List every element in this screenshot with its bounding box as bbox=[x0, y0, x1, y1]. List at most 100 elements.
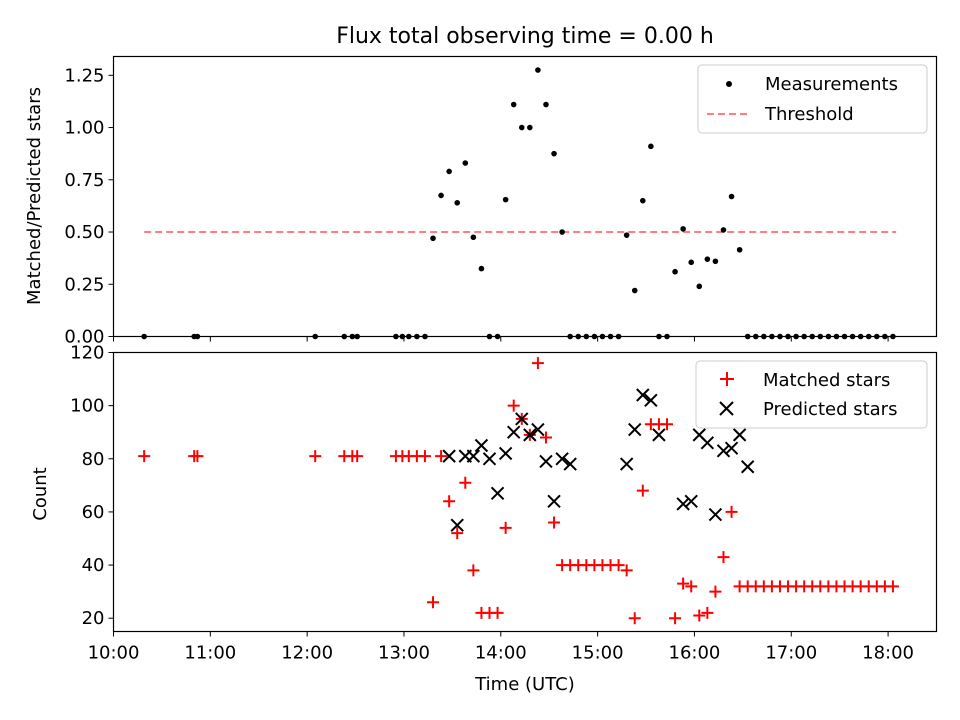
x-tick-label: 12:00 bbox=[281, 643, 333, 664]
top-y-tick-label: 0.75 bbox=[64, 170, 104, 191]
predicted-star-point bbox=[523, 428, 537, 442]
predicted-star-point bbox=[515, 412, 529, 426]
measurement-point bbox=[631, 287, 638, 294]
predicted-star-point bbox=[442, 449, 456, 463]
matched-star-point bbox=[709, 585, 722, 598]
measurement-point bbox=[704, 256, 711, 262]
predicted-star-point bbox=[555, 452, 569, 466]
matched-star-point bbox=[491, 606, 504, 619]
measurement-point bbox=[543, 101, 549, 108]
predicted-star-point bbox=[644, 393, 658, 408]
matched-star-point bbox=[612, 559, 625, 572]
legend-predicted-marker bbox=[719, 401, 734, 416]
x-tick-label: 18:00 bbox=[862, 643, 914, 664]
matched-star-point bbox=[309, 450, 322, 463]
measurement-point bbox=[736, 246, 743, 253]
top-plot-frame bbox=[112, 55, 938, 338]
matched-star-point bbox=[886, 580, 899, 593]
top-legend: Measurements Threshold bbox=[697, 64, 928, 134]
predicted-star-point bbox=[466, 449, 481, 463]
matched-star-point bbox=[351, 450, 364, 463]
predicted-star-point bbox=[490, 486, 505, 501]
legend-measurements-marker bbox=[726, 81, 732, 87]
matched-star-point bbox=[443, 495, 456, 508]
bottom-y-tick-label: 40 bbox=[82, 555, 105, 576]
measurement-point bbox=[640, 197, 646, 204]
predicted-star-point bbox=[732, 428, 747, 442]
matched-star-point bbox=[467, 564, 480, 577]
top-y-tick-label: 0.00 bbox=[64, 327, 104, 348]
matched-star-point bbox=[548, 516, 561, 529]
measurement-point bbox=[510, 101, 517, 108]
matched-star-point bbox=[191, 450, 204, 463]
bottom-legend-box bbox=[695, 360, 928, 429]
matched-star-point bbox=[531, 357, 544, 370]
predicted-star-point bbox=[636, 388, 650, 402]
top-y-tick-label: 1.00 bbox=[64, 118, 104, 139]
bottom-y-tick-label: 20 bbox=[82, 608, 105, 629]
measurement-point bbox=[446, 168, 452, 175]
matched-star-point bbox=[507, 399, 520, 412]
predicted-star-point bbox=[498, 446, 513, 461]
top-y-tick-label: 1.25 bbox=[64, 65, 104, 86]
chart-title: Flux total observing time = 0.00 h bbox=[336, 24, 714, 49]
matched-star-point bbox=[418, 450, 431, 463]
measurement-point bbox=[551, 150, 557, 157]
predicted-star-point bbox=[547, 494, 561, 509]
predicted-star-point bbox=[716, 444, 731, 458]
bottom-y-tick-label: 80 bbox=[82, 449, 105, 470]
predicted-star-point bbox=[450, 518, 464, 532]
x-tick-label: 17:00 bbox=[765, 643, 817, 664]
matched-star-point bbox=[677, 577, 690, 590]
x-tick-label: 15:00 bbox=[572, 643, 624, 664]
matched-star-point bbox=[138, 450, 151, 463]
x-tick-label: 14:00 bbox=[475, 643, 527, 664]
bottom-ticks: 20 40 60 80 100 120 10:00 11:00 12:00 13:00 14:00 1… bbox=[70, 343, 914, 664]
measurement-point bbox=[680, 226, 686, 232]
x-tick-label: 10:00 bbox=[88, 643, 140, 664]
top-y-tick-label: 0.50 bbox=[64, 222, 104, 243]
legend-matched-label: Matched stars bbox=[763, 370, 890, 391]
predicted-star-point bbox=[531, 422, 545, 437]
predicted-star-point bbox=[563, 457, 577, 471]
bottom-plot-frame bbox=[112, 351, 938, 633]
bottom-y-tick-label: 120 bbox=[70, 343, 104, 364]
measurement-point bbox=[502, 196, 509, 203]
measurement-point bbox=[535, 67, 541, 73]
legend-matched-marker bbox=[720, 372, 734, 386]
x-axis-label: Time (UTC) bbox=[474, 674, 575, 695]
measurement-point bbox=[712, 258, 719, 265]
measurement-point bbox=[454, 199, 461, 206]
legend-measurements-label: Measurements bbox=[765, 74, 898, 95]
measurement-point bbox=[430, 235, 436, 242]
bottom-y-axis-label: Count bbox=[30, 467, 51, 520]
predicted-star-point bbox=[740, 460, 755, 474]
predicted-star-point bbox=[539, 454, 553, 469]
matched-star-point bbox=[636, 484, 649, 497]
measurement-point bbox=[462, 160, 469, 166]
measurement-point bbox=[518, 124, 525, 131]
predicted-star-point bbox=[628, 422, 642, 437]
measurement-point bbox=[478, 265, 485, 272]
matched-star-point bbox=[701, 606, 714, 619]
matched-star-point bbox=[459, 476, 472, 489]
x-tick-label: 16:00 bbox=[669, 643, 721, 664]
matched-star-point bbox=[427, 596, 440, 609]
matched-star-point bbox=[693, 609, 706, 622]
predicted-star-point bbox=[676, 497, 690, 511]
matched-star-point bbox=[717, 551, 730, 564]
matched-star-point bbox=[661, 418, 674, 431]
measurement-point bbox=[470, 234, 477, 241]
measurement-point bbox=[688, 259, 695, 266]
measurement-point bbox=[728, 193, 735, 200]
predicted-star-point bbox=[684, 494, 698, 509]
top-y-axis-label: Matched/Predicted stars bbox=[24, 87, 45, 305]
x-tick-label: 13:00 bbox=[378, 643, 430, 664]
matched-star-point bbox=[499, 521, 512, 534]
top-legend-box bbox=[697, 64, 928, 134]
matched-star-point bbox=[451, 527, 464, 540]
matched-star-point bbox=[435, 450, 448, 463]
legend-threshold-label: Threshold bbox=[764, 104, 854, 125]
measurement-point bbox=[527, 124, 533, 131]
